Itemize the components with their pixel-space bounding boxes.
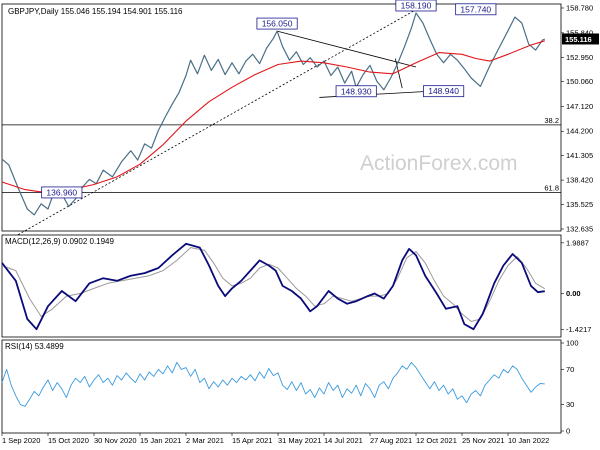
x-tick-label: 30 Nov 2020 (94, 436, 137, 445)
price-ytick-label: 132.635 (566, 225, 593, 234)
macd-ytick-label: -1.4217 (566, 325, 591, 334)
price-annotation-box (256, 17, 298, 30)
x-tick-label: 1 Sep 2020 (2, 436, 40, 445)
rsi-series-rsi (1, 361, 545, 407)
price-annotation-label: 158.190 (401, 0, 432, 10)
price-annotation-label: 156.050 (262, 19, 293, 29)
rsi-panel-frame (1, 339, 562, 434)
price-annotation-box (455, 3, 497, 16)
triangle-apex-line (394, 58, 403, 89)
price-series-ma (1, 40, 545, 194)
price-annotation-label: 148.940 (428, 86, 459, 96)
macd-panel-frame (1, 234, 562, 338)
macd-series-macd (1, 242, 545, 331)
x-tick-label: 15 Jan 2021 (140, 436, 181, 445)
fib-level-label: 38.2 (544, 116, 559, 125)
price-ytick-label: 152.950 (566, 53, 593, 62)
x-tick-label: 15 Oct 2020 (48, 436, 89, 445)
x-tick-label: 27 Aug 2021 (370, 436, 412, 445)
price-ytick-label: 135.525 (566, 200, 593, 209)
price-panel-frame (1, 3, 562, 232)
triangle-upper-line (276, 30, 417, 68)
price-annotation-label: 157.740 (460, 4, 491, 14)
x-tick-label: 15 Apr 2021 (232, 436, 272, 445)
macd-header: MACD(12,26,9) 0.0902 0.1949 (5, 237, 115, 246)
trend-line-rising (11, 4, 426, 239)
x-tick-label: 14 Jul 2021 (324, 436, 363, 445)
macd-panel: MACD(12,26,9) 0.0902 0.1949 1.9887 0.00 -1… (1, 234, 591, 338)
rsi-header: RSI(14) 53.4899 (5, 342, 64, 351)
price-annotation-box (335, 85, 377, 98)
x-tick-label: 10 Jan 2022 (508, 436, 549, 445)
macd-ytick-label: 1.9887 (566, 238, 589, 247)
price-annotation-box (423, 85, 465, 98)
rsi-ytick-label: 30 (566, 400, 574, 409)
price-ytick-label: 158.780 (566, 4, 593, 13)
price-ytick-label: 155.840 (566, 28, 593, 37)
price-ytick-label: 150.060 (566, 77, 593, 86)
x-axis: 1 Sep 2020 15 Oct 2020 30 Nov 2020 15 Jan 2… (1, 433, 549, 445)
price-annotation-box (395, 0, 437, 12)
x-tick-label: 2 Mar 2021 (186, 436, 224, 445)
x-tick-label: 12 Oct 2021 (416, 436, 457, 445)
last-price-label: 155.116 (565, 35, 592, 44)
price-ytick-label: 141.305 (566, 151, 593, 160)
rsi-panel: RSI(14) 53.4899 100 70 30 0 (1, 339, 579, 436)
price-ytick-label: 144.200 (566, 127, 593, 136)
x-tick-label: 31 May 2021 (278, 436, 321, 445)
watermark: ActionForex.com (360, 152, 518, 175)
price-panel: ActionForex.com GBPJPY,Daily 155.046 155… (1, 0, 599, 239)
price-annotation-label: 136.960 (46, 187, 77, 197)
x-tick-label: 25 Nov 2021 (462, 436, 505, 445)
fib-level-label: 61.8 (544, 184, 559, 193)
price-header: GBPJPY,Daily 155.046 155.194 154.901 155… (8, 7, 183, 16)
rsi-ytick-label: 100 (566, 339, 579, 348)
price-annotation-label: 148.930 (341, 86, 372, 96)
rsi-ytick-label: 70 (566, 365, 574, 374)
last-price-box (562, 33, 599, 45)
price-annotation-box (41, 186, 83, 199)
price-ytick-label: 147.120 (566, 102, 593, 111)
price-ytick-label: 138.420 (566, 176, 593, 185)
macd-ytick-label: 0.00 (566, 289, 581, 298)
rsi-ytick-label: 0 (566, 427, 570, 436)
